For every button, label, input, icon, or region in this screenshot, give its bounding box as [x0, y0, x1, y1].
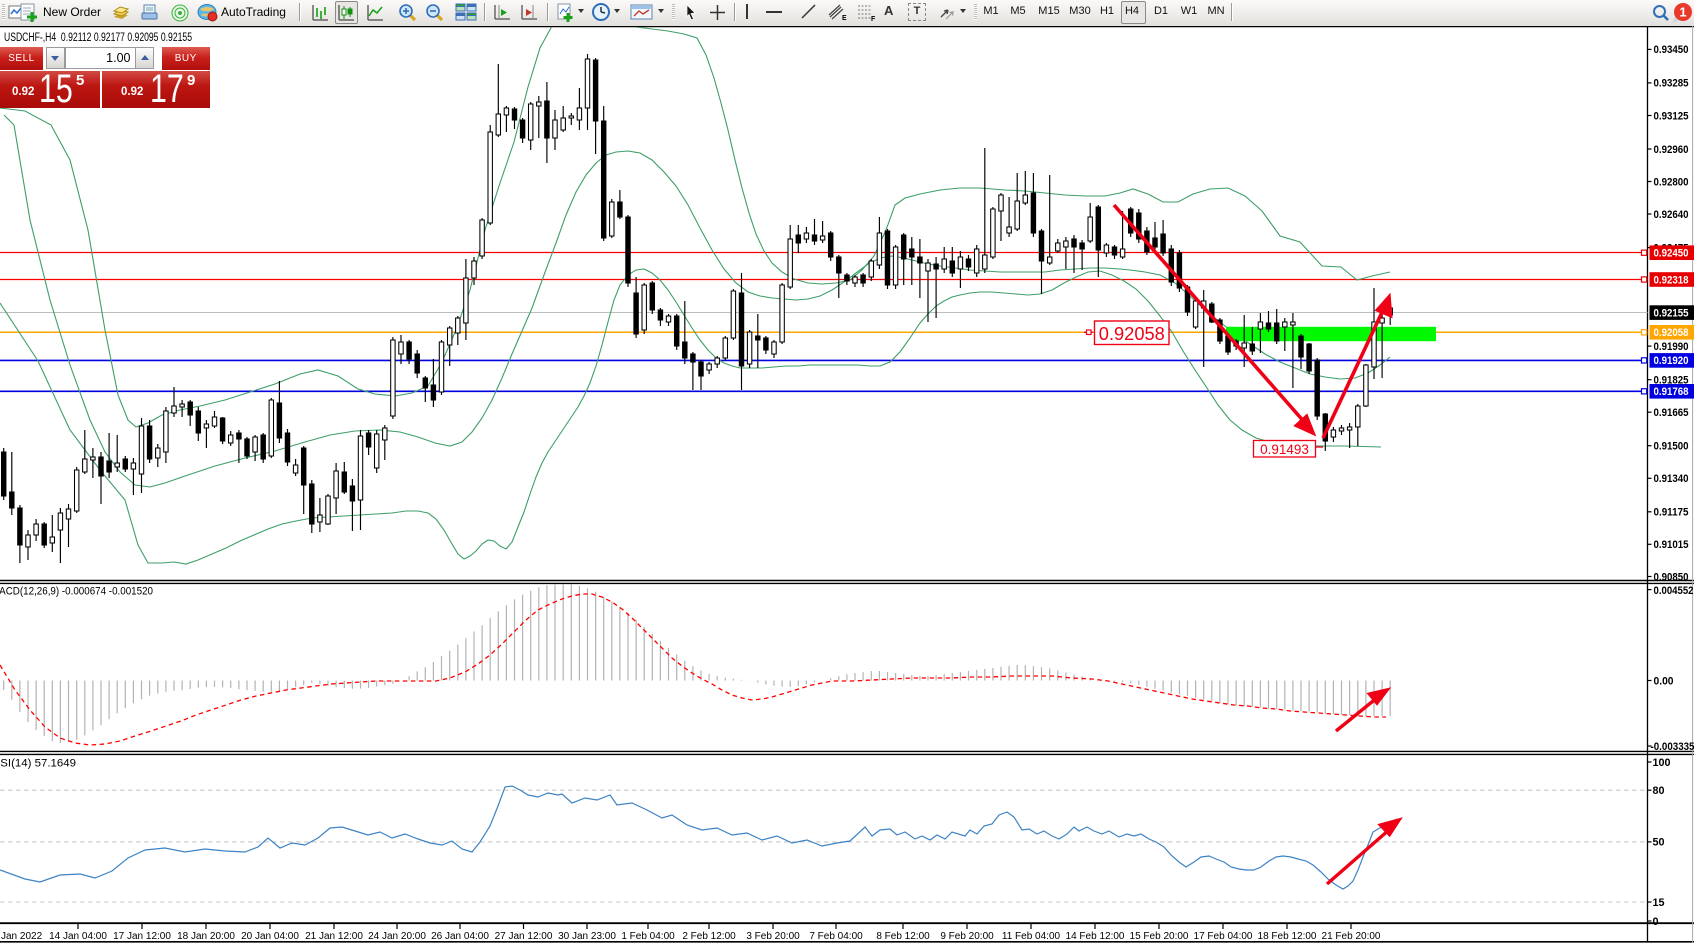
svg-text:0.91175: 0.91175 [1654, 507, 1689, 519]
svg-text:0.91768: 0.91768 [1654, 386, 1689, 398]
svg-text:24 Jan 20:00: 24 Jan 20:00 [368, 931, 426, 942]
svg-text:80: 80 [1653, 785, 1665, 797]
svg-text:8 Feb 12:00: 8 Feb 12:00 [876, 931, 930, 942]
svg-text:0.91990: 0.91990 [1654, 341, 1689, 353]
svg-text:0.91920: 0.91920 [1654, 355, 1689, 367]
svg-text:0.92450: 0.92450 [1654, 248, 1689, 260]
svg-text:F: F [871, 16, 876, 22]
svg-text:0.92318: 0.92318 [1654, 274, 1689, 286]
svg-text:0.92058: 0.92058 [1099, 323, 1165, 344]
svg-text:11 Feb 04:00: 11 Feb 04:00 [1002, 931, 1061, 942]
svg-text:0: 0 [1653, 916, 1659, 928]
svg-text:0.91493: 0.91493 [1260, 442, 1309, 457]
svg-text:0.92960: 0.92960 [1654, 144, 1689, 156]
svg-text:17 Jan 12:00: 17 Jan 12:00 [113, 931, 171, 942]
svg-text:0.91500: 0.91500 [1654, 441, 1689, 453]
svg-text:2 Feb 12:00: 2 Feb 12:00 [682, 931, 736, 942]
svg-text:7 Feb 04:00: 7 Feb 04:00 [809, 931, 863, 942]
svg-text:E: E [842, 15, 847, 22]
svg-text:0.91015: 0.91015 [1654, 539, 1689, 551]
svg-text:0.00: 0.00 [1654, 675, 1674, 687]
svg-text:MACD(12,26,9) -0.000674 -0.001: MACD(12,26,9) -0.000674 -0.001520 [0, 586, 153, 598]
svg-text:14 Feb 12:00: 14 Feb 12:00 [1066, 931, 1125, 942]
svg-text:15: 15 [1653, 897, 1665, 909]
svg-text:0.93285: 0.93285 [1654, 78, 1689, 90]
svg-text:18 Feb 12:00: 18 Feb 12:00 [1258, 931, 1317, 942]
svg-text:0.92155: 0.92155 [1654, 307, 1689, 319]
svg-text:0.92640: 0.92640 [1654, 209, 1689, 221]
svg-text:27 Jan 12:00: 27 Jan 12:00 [495, 931, 553, 942]
svg-text:15 Feb 20:00: 15 Feb 20:00 [1130, 931, 1189, 942]
svg-text:RSI(14) 57.1649: RSI(14) 57.1649 [0, 758, 76, 770]
svg-text:1: 1 [1679, 5, 1686, 20]
svg-text:3 Feb 20:00: 3 Feb 20:00 [746, 931, 800, 942]
svg-text:20 Jan 04:00: 20 Jan 04:00 [241, 931, 299, 942]
svg-text:0.92058: 0.92058 [1654, 327, 1689, 339]
svg-text:9 Feb 20:00: 9 Feb 20:00 [940, 931, 994, 942]
svg-text:21 Feb 20:00: 21 Feb 20:00 [1322, 931, 1381, 942]
svg-text:26 Jan 04:00: 26 Jan 04:00 [431, 931, 489, 942]
svg-text:18 Jan 20:00: 18 Jan 20:00 [177, 931, 235, 942]
svg-text:100: 100 [1653, 757, 1671, 769]
svg-text:21 Jan 12:00: 21 Jan 12:00 [305, 931, 363, 942]
svg-text:USDCHF-,H4 0.92112 0.92177 0.: USDCHF-,H4 0.92112 0.92177 0.92095 0.921… [4, 32, 192, 44]
svg-text:Jan 2022: Jan 2022 [1, 931, 43, 942]
svg-text:14 Jan 04:00: 14 Jan 04:00 [49, 931, 107, 942]
svg-text:0.004552: 0.004552 [1654, 585, 1694, 597]
svg-text:30 Jan 23:00: 30 Jan 23:00 [558, 931, 616, 942]
svg-text:0.93450: 0.93450 [1654, 44, 1689, 56]
svg-text:0.91665: 0.91665 [1654, 407, 1689, 419]
svg-text:0.91340: 0.91340 [1654, 473, 1689, 485]
svg-text:-0.003335: -0.003335 [1651, 741, 1694, 753]
svg-text:0.93125: 0.93125 [1654, 110, 1689, 122]
svg-text:17 Feb 04:00: 17 Feb 04:00 [1194, 931, 1253, 942]
svg-text:1 Feb 04:00: 1 Feb 04:00 [621, 931, 675, 942]
svg-text:0.90850: 0.90850 [1654, 571, 1689, 583]
svg-text:50: 50 [1653, 837, 1665, 849]
svg-text:0.92800: 0.92800 [1654, 176, 1689, 188]
